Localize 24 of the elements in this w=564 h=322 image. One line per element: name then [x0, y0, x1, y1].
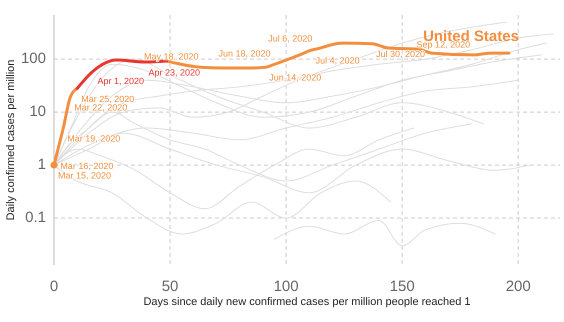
annotation: Mar 19, 2020 — [67, 133, 120, 144]
x-tick-label: 0 — [50, 278, 58, 295]
annotation: May 18, 2020 — [144, 52, 199, 62]
x-tick-label: 150 — [390, 278, 415, 295]
annotation: Jun 18, 2020 — [218, 48, 271, 59]
x-axis-title: Days since daily new confirmed cases per million people reached 1 — [143, 296, 471, 308]
annotation: Mar 25, 2020 — [81, 94, 134, 104]
y-tick-label: 1 — [38, 156, 46, 174]
annotation: Mar 16, 2020 — [60, 161, 114, 172]
annotation: Jul 30, 2020 — [376, 49, 426, 60]
annotation: Mar 15, 2020 — [58, 170, 112, 180]
annotation: Jun 14, 2020 — [269, 72, 322, 83]
annotation: Apr 23, 2020 — [148, 67, 200, 78]
y-tick-label: 100 — [20, 50, 46, 68]
x-tick-label: 100 — [274, 278, 299, 295]
x-tick-label: 200 — [506, 278, 531, 295]
annotation: Jul 6, 2020 — [268, 33, 312, 44]
annotation: Apr 1, 2020 — [97, 76, 144, 86]
x-tick-label: 50 — [162, 278, 178, 295]
y-tick-label: 0.1 — [25, 209, 46, 226]
annotation: Mar 22, 2020 — [74, 102, 128, 113]
y-axis-title: Daily confirmed cases per million — [5, 60, 17, 220]
annotation: Jul 4, 2020 — [316, 55, 360, 66]
y-tick-label: 10 — [29, 103, 46, 120]
